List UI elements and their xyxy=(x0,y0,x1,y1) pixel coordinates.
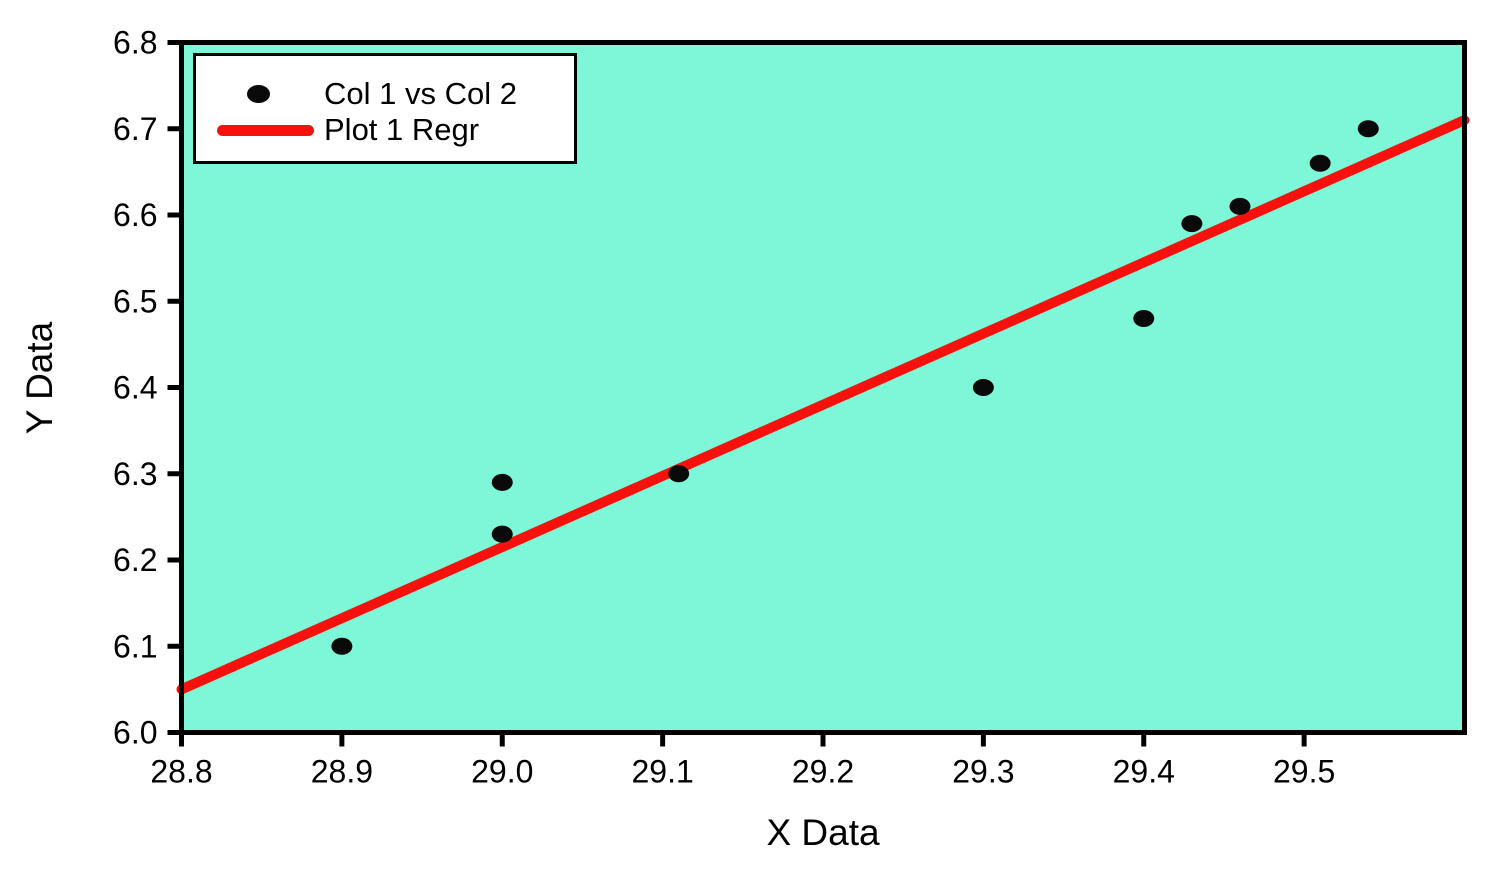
data-point xyxy=(491,525,513,543)
y-tick-label: 6.5 xyxy=(113,283,157,319)
legend-label-scatter: Col 1 vs Col 2 xyxy=(324,76,517,111)
data-point xyxy=(491,473,513,491)
x-tick-label: 29.3 xyxy=(952,754,1014,790)
y-tick-label: 6.3 xyxy=(113,456,157,492)
data-point xyxy=(1357,120,1379,138)
y-tick-label: 6.2 xyxy=(113,542,157,578)
x-tick-label: 29.1 xyxy=(631,754,693,790)
y-tick-label: 6.1 xyxy=(113,628,157,664)
x-tick-label: 28.9 xyxy=(311,754,373,790)
plot-frame xyxy=(179,40,1467,735)
data-point xyxy=(1309,154,1331,172)
y-tick-label: 6.7 xyxy=(113,111,157,147)
y-tick-label: 6.0 xyxy=(113,715,157,751)
x-tick-label: 29.0 xyxy=(471,754,533,790)
x-tick-label: 28.8 xyxy=(150,754,212,790)
x-tick-label: 29.2 xyxy=(792,754,854,790)
y-axis-title: Y Data xyxy=(19,321,60,435)
regression-line xyxy=(176,115,1470,695)
legend-label-regression: Plot 1 Regr xyxy=(324,112,480,147)
legend: Col 1 vs Col 2 Plot 1 Regr xyxy=(193,53,577,164)
scatter-marker-icon xyxy=(247,85,270,103)
y-tick-label: 6.8 xyxy=(113,25,157,61)
data-point xyxy=(972,379,994,396)
data-point xyxy=(1229,197,1251,215)
x-tick-label: 29.5 xyxy=(1273,754,1335,790)
x-tick-label: 29.4 xyxy=(1113,754,1175,790)
data-point xyxy=(668,465,690,483)
data-point xyxy=(1133,310,1155,327)
data-point xyxy=(331,637,353,655)
y-tick-label: 6.4 xyxy=(113,370,157,406)
regression-line-icon xyxy=(217,125,314,136)
x-axis-title: X Data xyxy=(766,812,880,853)
y-tick-label: 6.6 xyxy=(113,197,157,233)
data-point xyxy=(1181,215,1203,233)
